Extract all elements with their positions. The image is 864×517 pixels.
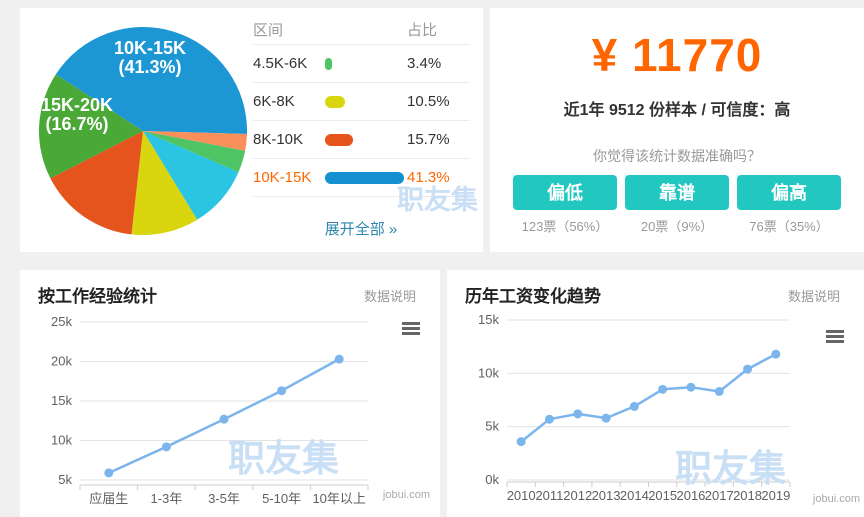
svg-text:15k: 15k (478, 312, 499, 327)
range-label: 8K-10K (253, 131, 304, 148)
range-color-swatch (325, 133, 353, 146)
trend-chart-card: 历年工资变化趋势 数据说明 0k 5k 10k 15k 2010 2011 2012 2013… (447, 270, 864, 517)
range-share: 41.3% (407, 169, 450, 186)
svg-text:2013: 2013 (592, 488, 621, 503)
svg-text:15k: 15k (51, 393, 72, 408)
vote-low-button[interactable]: 偏低 (513, 175, 617, 210)
svg-text:2016: 2016 (676, 488, 705, 503)
svg-text:3-5年: 3-5年 (208, 491, 240, 506)
pie-svg (39, 27, 248, 236)
svg-text:2010: 2010 (507, 488, 536, 503)
data-notes-link[interactable]: 数据说明 (787, 289, 840, 304)
svg-text:0k: 0k (485, 472, 499, 487)
svg-text:10年以上: 10年以上 (312, 491, 365, 506)
range-color-swatch (325, 171, 404, 184)
vote-fair-count: 20票（9%） (640, 219, 714, 234)
svg-text:2014: 2014 (620, 488, 649, 503)
chart-menu-icon[interactable] (402, 322, 420, 335)
table-header-row: 区间 占比 (253, 14, 469, 45)
salary-distribution-card: 10K-15K (41.3%) 15K-20K (16.7%) 区间 占比 4.… (20, 8, 483, 252)
salary-pie-chart: 10K-15K (41.3%) 15K-20K (16.7%) (37, 25, 249, 237)
vote-high-count: 76票（35%） (749, 219, 829, 234)
source-credit: jobui.com (812, 493, 860, 505)
range-share: 10.5% (407, 93, 450, 110)
table-row: 8K-10K 15.7% (253, 121, 469, 159)
range-label: 4.5K-6K (253, 55, 308, 72)
range-color-swatch (325, 95, 345, 108)
svg-text:2015: 2015 (648, 488, 677, 503)
chart-title: 历年工资变化趋势 (465, 287, 601, 306)
svg-text:2018: 2018 (733, 488, 762, 503)
svg-text:2012: 2012 (563, 488, 592, 503)
vote-low-count: 123票（56%） (521, 219, 609, 234)
range-share: 15.7% (407, 131, 450, 148)
sample-meta-text: 近1年 9512 份样本 / 可信度：高 (563, 102, 791, 119)
vote-high-button[interactable]: 偏高 (737, 175, 841, 210)
table-row: 10K-15K 41.3% (253, 159, 469, 197)
table-row: 6K-8K 10.5% (253, 83, 469, 121)
chart-title: 按工作经验统计 (38, 287, 157, 306)
vote-button-group: 偏低 靠谱 偏高 (490, 175, 864, 210)
svg-text:应届生: 应届生 (89, 491, 128, 506)
svg-text:10k: 10k (478, 365, 499, 380)
range-color-swatch (325, 57, 332, 70)
col-header-share: 占比 (407, 21, 438, 39)
svg-text:1-3年: 1-3年 (151, 491, 183, 506)
chart-menu-icon[interactable] (826, 330, 844, 343)
vote-stats-row: 123票（56%） 20票（9%） 76票（35%） (490, 216, 864, 235)
range-label: 10K-15K (253, 169, 312, 186)
range-share: 3.4% (407, 55, 442, 72)
experience-chart-card: 按工作经验统计 数据说明 5k 10k 15k 20k 25k 应届生 1-3年 3-5年 5-… (20, 270, 440, 517)
salary-range-table: 区间 占比 4.5K-6K 3.4% 6K-8K 10.5% 8K-10K 15… (253, 14, 469, 197)
table-row: 4.5K-6K 3.4% (253, 45, 469, 83)
vote-question: 你觉得该统计数据准确吗？ (593, 148, 761, 164)
svg-text:25k: 25k (51, 314, 72, 329)
svg-text:5k: 5k (58, 472, 72, 487)
svg-text:2011: 2011 (535, 488, 563, 503)
experience-line-chart: 5k 10k 15k 20k 25k 应届生 1-3年 3-5年 5-10年 10年以上 (51, 314, 369, 506)
range-label: 6K-8K (253, 93, 295, 110)
source-credit: jobui.com (382, 489, 430, 501)
col-header-interval: 区间 (253, 21, 284, 39)
data-notes-link[interactable]: 数据说明 (363, 289, 416, 304)
expand-all-link[interactable]: 展开全部 » (324, 221, 398, 238)
svg-text:5k: 5k (485, 419, 499, 434)
svg-text:2019: 2019 (761, 488, 790, 503)
svg-text:5-10年: 5-10年 (262, 491, 301, 506)
average-salary-value: ¥ 11770 (591, 29, 763, 81)
svg-text:20k: 20k (51, 354, 72, 369)
vote-fair-button[interactable]: 靠谱 (625, 175, 729, 210)
svg-text:10k: 10k (51, 433, 72, 448)
svg-text:2017: 2017 (705, 488, 734, 503)
average-salary-card: ¥ 11770 近1年 9512 份样本 / 可信度：高 你觉得该统计数据准确吗… (490, 8, 864, 252)
